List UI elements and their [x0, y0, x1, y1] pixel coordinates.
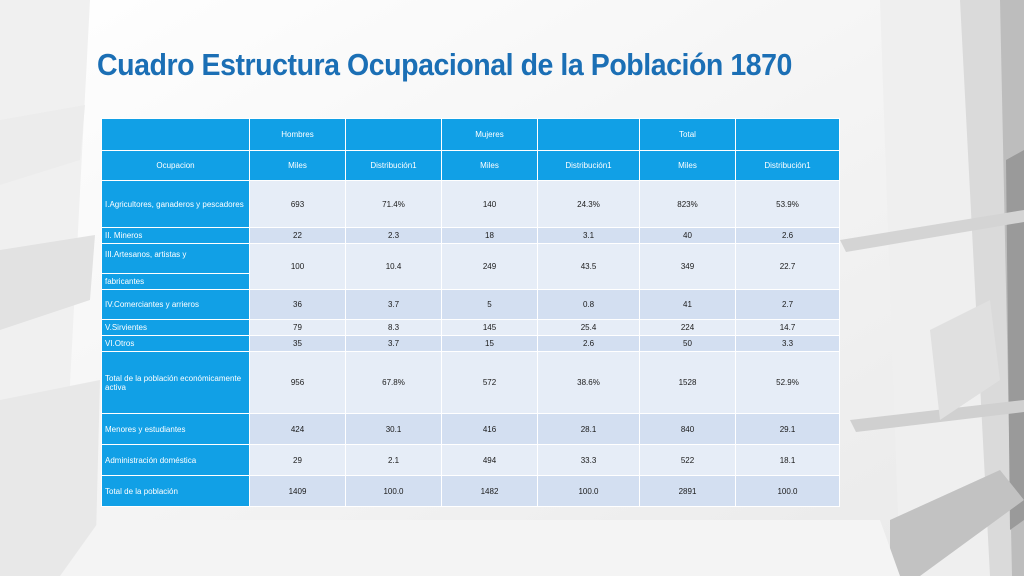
header-cell — [345, 118, 442, 151]
table-cell: 2.1 — [345, 444, 442, 476]
table-row: Total de la población 1409 100.0 1482 10… — [101, 475, 840, 507]
header-cell-ocupacion: Ocupacion — [101, 150, 250, 181]
header-cell-hombres: Hombres — [249, 118, 346, 151]
table-cell: 28.1 — [537, 413, 640, 445]
table-cell: 693 — [249, 180, 346, 228]
table-cell: 25.4 — [537, 319, 640, 336]
table-cell: 100 — [249, 243, 346, 290]
table-cell: 840 — [639, 413, 736, 445]
table-cell: 41 — [639, 289, 736, 320]
table-cell: 36 — [249, 289, 346, 320]
table-cell: 29 — [249, 444, 346, 476]
row-label: III.Artesanos, artistas y — [101, 243, 250, 274]
row-label: II. Mineros — [101, 227, 250, 244]
table-cell: 1482 — [441, 475, 538, 507]
table-cell: 1409 — [249, 475, 346, 507]
table-cell: 1528 — [639, 351, 736, 414]
table-cell: 24.3% — [537, 180, 640, 228]
row-label: Administración doméstica — [101, 444, 250, 476]
table-cell: 956 — [249, 351, 346, 414]
table-cell: 10.4 — [345, 243, 442, 290]
table-row: V.Sirvientes 79 8.3 145 25.4 224 14.7 — [101, 319, 840, 336]
slide-title: Cuadro Estructura Ocupacional de la Pobl… — [97, 47, 792, 82]
header-cell: Miles — [249, 150, 346, 181]
table-cell: 18 — [441, 227, 538, 244]
table-cell: 494 — [441, 444, 538, 476]
table-cell: 40 — [639, 227, 736, 244]
table-cell: 522 — [639, 444, 736, 476]
row-label: VI.Otros — [101, 335, 250, 352]
table-cell: 100.0 — [537, 475, 640, 507]
row-label: V.Sirvientes — [101, 319, 250, 336]
table-cell: 2.3 — [345, 227, 442, 244]
occupation-table: Hombres Mujeres Total Ocupacion Miles Di… — [101, 118, 840, 507]
header-cell — [537, 118, 640, 151]
group-header-row: Hombres Mujeres Total — [101, 118, 840, 151]
table-cell: 140 — [441, 180, 538, 228]
table-row: Total de la población económicamente act… — [101, 351, 840, 414]
table-cell: 100.0 — [345, 475, 442, 507]
header-cell: Distribución1 — [537, 150, 640, 181]
table-cell: 416 — [441, 413, 538, 445]
table-cell: 3.7 — [345, 289, 442, 320]
table-cell: 22.7 — [735, 243, 840, 290]
sub-header-row: Ocupacion Miles Distribución1 Miles Dist… — [101, 150, 840, 181]
table-row: Administración doméstica 29 2.1 494 33.3… — [101, 444, 840, 476]
table-cell: 14.7 — [735, 319, 840, 336]
table-cell: 2891 — [639, 475, 736, 507]
table-cell: 100.0 — [735, 475, 840, 507]
table-cell: 50 — [639, 335, 736, 352]
header-cell: Miles — [441, 150, 538, 181]
table-cell: 67.8% — [345, 351, 442, 414]
table-row: II. Mineros 22 2.3 18 3.1 40 2.6 — [101, 227, 840, 244]
row-label: Menores y estudiantes — [101, 413, 250, 445]
table-cell: 145 — [441, 319, 538, 336]
table-cell: 2.6 — [735, 227, 840, 244]
table-cell: 0.8 — [537, 289, 640, 320]
table-row: III.Artesanos, artistas y 100 10.4 249 4… — [101, 243, 840, 290]
table-cell: 424 — [249, 413, 346, 445]
row-label: Total de la población — [101, 475, 250, 507]
table-cell: 43.5 — [537, 243, 640, 290]
table-cell: 53.9% — [735, 180, 840, 228]
row-label: I.Agricultores, ganaderos y pescadores — [101, 180, 250, 228]
table-cell: 2.7 — [735, 289, 840, 320]
table-cell: 71.4% — [345, 180, 442, 228]
table-cell: 2.6 — [537, 335, 640, 352]
table-cell: 30.1 — [345, 413, 442, 445]
table-cell: 572 — [441, 351, 538, 414]
table-cell: 224 — [639, 319, 736, 336]
table-cell: 3.1 — [537, 227, 640, 244]
table-cell: 5 — [441, 289, 538, 320]
table-cell: 15 — [441, 335, 538, 352]
header-cell: Distribución1 — [735, 150, 840, 181]
table-cell: 3.3 — [735, 335, 840, 352]
header-cell-total: Total — [639, 118, 736, 151]
table-row: Menores y estudiantes 424 30.1 416 28.1 … — [101, 413, 840, 445]
table-row: I.Agricultores, ganaderos y pescadores 6… — [101, 180, 840, 228]
table-cell: 38.6% — [537, 351, 640, 414]
table-cell: 33.3 — [537, 444, 640, 476]
table-row: IV.Comerciantes y arrieros 36 3.7 5 0.8 … — [101, 289, 840, 320]
header-cell — [735, 118, 840, 151]
row-label-continuation: fabricantes — [101, 273, 250, 290]
table-cell: 22 — [249, 227, 346, 244]
header-cell — [101, 118, 250, 151]
row-label: Total de la población económicamente act… — [101, 351, 250, 414]
table-cell: 35 — [249, 335, 346, 352]
table-cell: 249 — [441, 243, 538, 290]
header-cell-mujeres: Mujeres — [441, 118, 538, 151]
table-cell: 52.9% — [735, 351, 840, 414]
table-cell: 349 — [639, 243, 736, 290]
table-cell: 79 — [249, 319, 346, 336]
header-cell: Miles — [639, 150, 736, 181]
header-cell: Distribución1 — [345, 150, 442, 181]
table-cell: 3.7 — [345, 335, 442, 352]
row-label: IV.Comerciantes y arrieros — [101, 289, 250, 320]
table-cell: 8.3 — [345, 319, 442, 336]
table-cell: 29.1 — [735, 413, 840, 445]
table-row: VI.Otros 35 3.7 15 2.6 50 3.3 — [101, 335, 840, 352]
table-cell: 823% — [639, 180, 736, 228]
table-cell: 18.1 — [735, 444, 840, 476]
